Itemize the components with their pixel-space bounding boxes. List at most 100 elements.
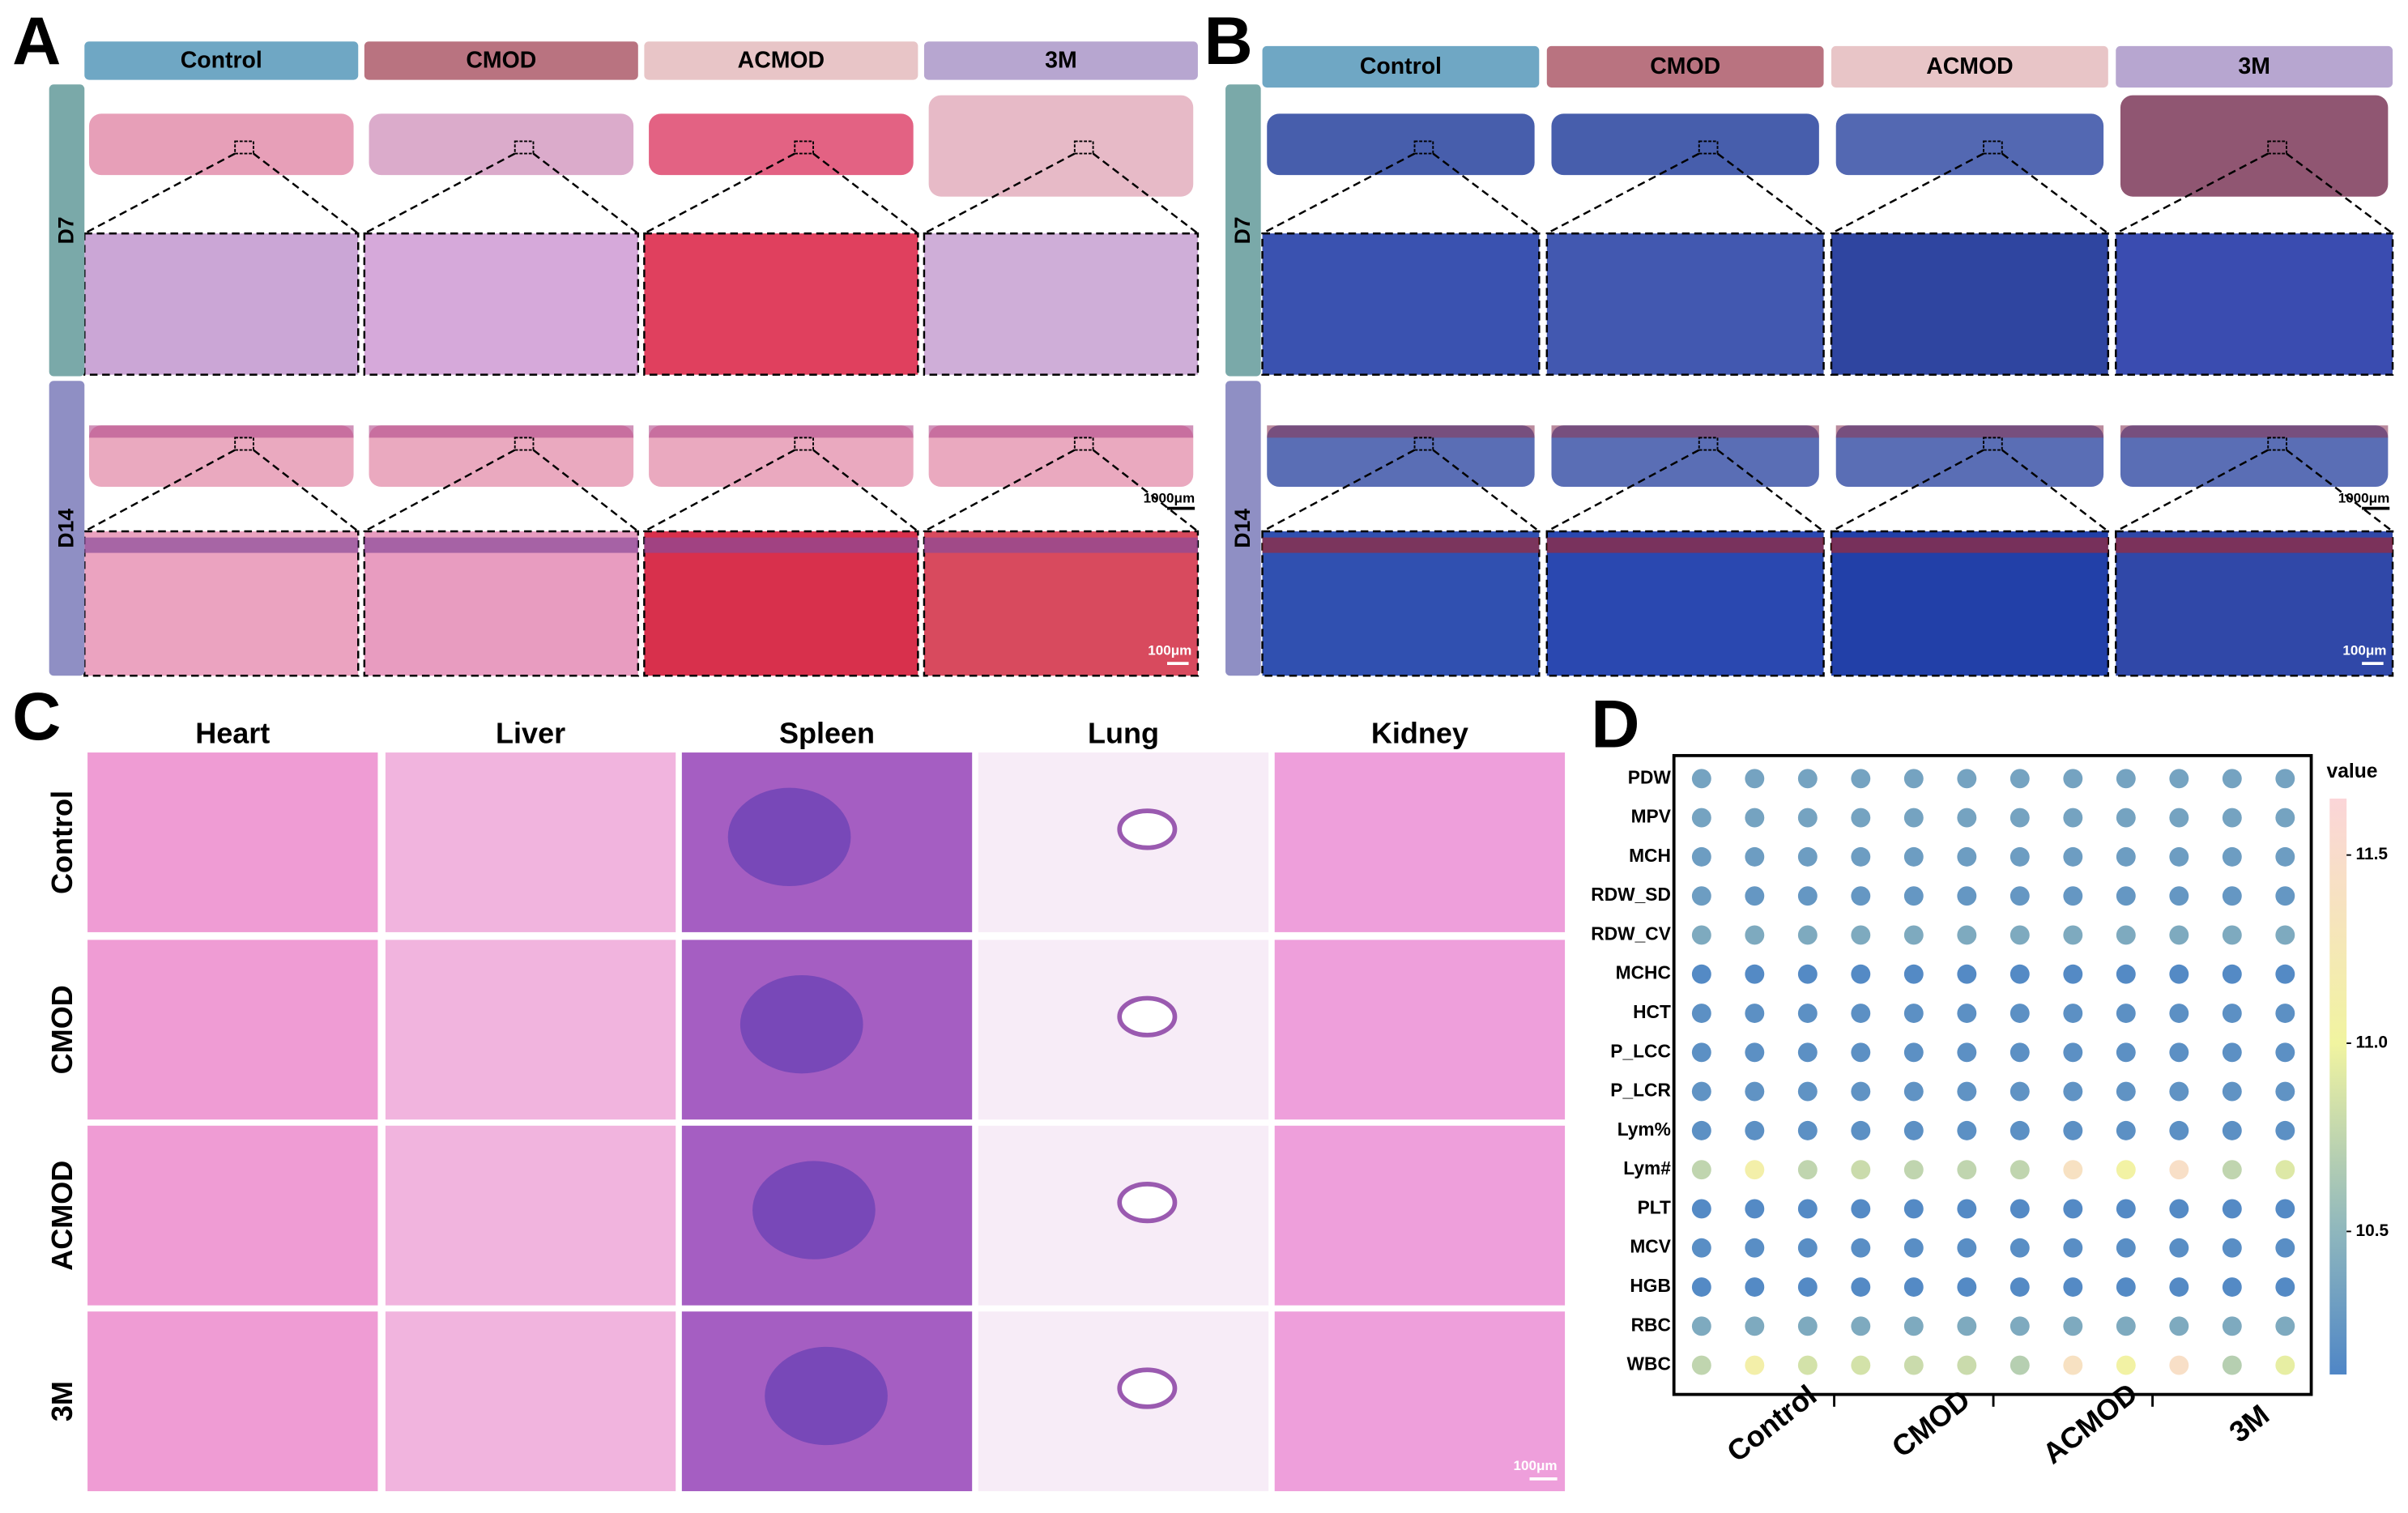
colorbar-tick-label: 11.5 xyxy=(2356,845,2389,863)
dot xyxy=(2116,769,2136,789)
dot xyxy=(1797,925,1818,945)
group-header-label: CMOD xyxy=(1650,53,1720,79)
dot xyxy=(1851,1199,1871,1219)
dot xyxy=(2010,846,2030,867)
dot xyxy=(2063,1238,2083,1258)
dot xyxy=(2063,886,2083,906)
dot xyxy=(1903,1316,1924,1336)
dot xyxy=(2222,964,2242,984)
dot xyxy=(1957,886,1977,906)
micrograph xyxy=(2115,232,2394,376)
panel-label: D xyxy=(1591,686,1639,762)
dot xyxy=(2116,964,2136,984)
micrograph xyxy=(1830,530,2110,677)
dot xyxy=(2275,1355,2295,1375)
dot xyxy=(2169,1277,2189,1297)
dot xyxy=(2275,1238,2295,1258)
zoom-line xyxy=(2286,449,2393,533)
dot xyxy=(2116,1277,2136,1297)
dot xyxy=(1903,1277,1924,1297)
dot xyxy=(2063,1004,2083,1023)
dot xyxy=(2116,1238,2136,1258)
dot xyxy=(2275,1316,2295,1336)
micrograph xyxy=(2115,530,2394,677)
micrograph xyxy=(643,232,919,376)
dot xyxy=(1957,1277,1977,1297)
dot xyxy=(2116,1004,2136,1023)
dot xyxy=(1957,1199,1977,1219)
tissue-overview-band xyxy=(1835,425,2104,438)
roi-box xyxy=(1073,437,1094,451)
dot xyxy=(2275,1199,2295,1219)
dot xyxy=(2063,964,2083,984)
dot xyxy=(1851,1160,1871,1180)
dot xyxy=(2063,1355,2083,1375)
micrograph xyxy=(1545,530,1825,677)
group-header xyxy=(364,41,638,80)
zoom-line xyxy=(83,449,236,533)
epidermis xyxy=(1831,537,2108,553)
micrograph xyxy=(83,530,360,677)
roi-box xyxy=(2267,140,2287,155)
micrograph xyxy=(923,232,1200,376)
organ-label: Liver xyxy=(496,717,565,750)
dot xyxy=(1851,964,1871,984)
dot xyxy=(2169,1081,2189,1102)
dot xyxy=(2063,808,2083,828)
dot xyxy=(2010,1042,2030,1063)
zoom-line xyxy=(532,449,639,533)
dot xyxy=(1745,964,1765,984)
scale-bar-label: 1000μm xyxy=(1144,491,1195,506)
dot xyxy=(1691,1277,1711,1297)
dot xyxy=(1851,1042,1871,1063)
dot xyxy=(1745,925,1765,945)
dot xyxy=(2222,1042,2242,1063)
y-tick-label: HGB xyxy=(1630,1275,1671,1296)
dot xyxy=(2116,1316,2136,1336)
epidermis xyxy=(1546,537,1824,553)
panel-label: B xyxy=(1204,2,1253,79)
y-tick-label: PDW xyxy=(1628,766,1672,787)
dot xyxy=(1851,925,1871,945)
dot xyxy=(1691,1042,1711,1063)
roi-box xyxy=(794,437,814,451)
micrograph xyxy=(1261,530,1541,677)
tissue-overview-band xyxy=(369,425,634,438)
scale-bar-label: 100μm xyxy=(2342,642,2386,658)
group-header xyxy=(2116,45,2393,88)
roi-box xyxy=(1698,437,1719,451)
dot xyxy=(1745,1160,1765,1180)
zoom-line xyxy=(1831,152,1984,235)
y-tick-label: Lym% xyxy=(1617,1119,1671,1140)
epidermis xyxy=(644,537,918,553)
tissue-overview xyxy=(928,95,1194,197)
tissue-overview xyxy=(2120,425,2389,488)
group-label: 3M xyxy=(45,1381,79,1421)
micrograph xyxy=(87,1311,378,1492)
dot xyxy=(2275,964,2295,984)
micrograph xyxy=(1261,232,1541,376)
dot xyxy=(1797,1120,1818,1140)
roi-box xyxy=(1698,140,1719,155)
dot xyxy=(1903,846,1924,867)
dot xyxy=(1797,886,1818,906)
dot xyxy=(2222,1081,2242,1102)
dot xyxy=(1851,1120,1871,1140)
zoom-line xyxy=(1546,152,1700,235)
dot xyxy=(2063,1199,2083,1219)
organ-label: Kidney xyxy=(1371,717,1468,750)
y-tick-label: RDW_SD xyxy=(1591,884,1671,905)
y-tick-label: MCV xyxy=(1630,1236,1671,1257)
zoom-line xyxy=(1831,449,1984,533)
dot xyxy=(1903,1160,1924,1180)
micrograph xyxy=(978,1311,1269,1492)
dot xyxy=(1851,886,1871,906)
micrograph xyxy=(643,530,919,677)
dot xyxy=(1797,1081,1818,1102)
dot xyxy=(2116,1042,2136,1063)
dot xyxy=(1851,1316,1871,1336)
dot xyxy=(1957,1160,1977,1180)
roi-box xyxy=(1413,140,1434,155)
group-header-label: 3M xyxy=(2238,53,2270,79)
